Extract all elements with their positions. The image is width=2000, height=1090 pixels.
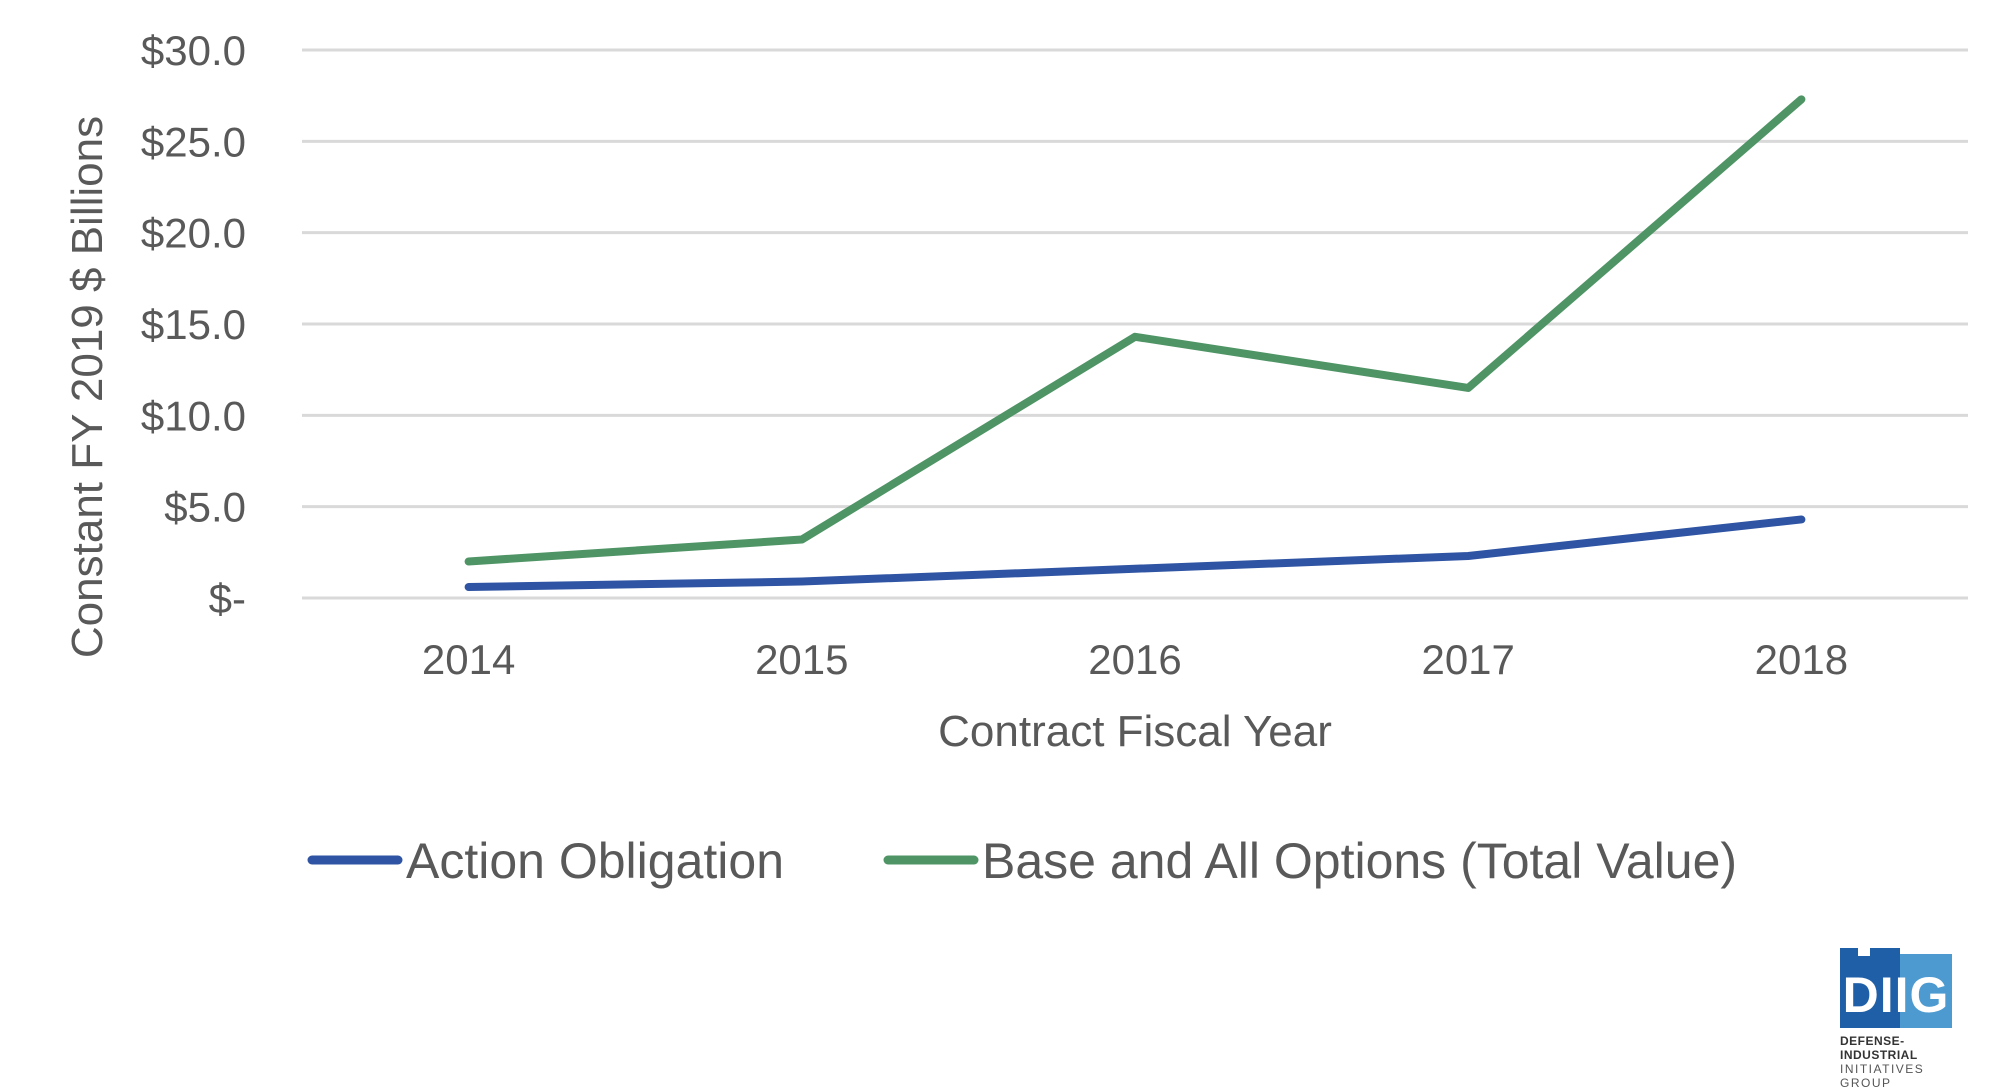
gridlines [302,48,1968,600]
logo-mark: DIIG [1840,948,1952,1028]
x-tick-label: 2016 [1088,636,1181,683]
series-line-1 [464,515,1806,592]
x-tick-label: 2014 [422,636,515,683]
y-tick-label: $20.0 [141,210,246,257]
y-tick-label: $- [209,575,246,622]
logo-shape [1840,948,1952,1028]
x-axis-title: Contract Fiscal Year [938,707,1332,756]
y-tick-label: $10.0 [141,392,246,439]
logo-line1: DEFENSE-INDUSTRIAL [1840,1034,1918,1062]
y-tick-label: $30.0 [141,27,246,74]
logo-word: DIIG [1842,967,1950,1023]
logo-line2: INITIATIVES GROUP [1840,1062,1925,1090]
y-tick-label: $15.0 [141,301,246,348]
x-tick-label: 2017 [1421,636,1514,683]
y-tick-label: $5.0 [164,484,246,531]
diig-logo: DIIG DEFENSE-INDUSTRIAL INITIATIVES GROU… [1840,948,1970,1090]
y-axis-title: Constant FY 2019 $ Billions [63,116,112,658]
legend-label: Base and All Options (Total Value) [982,833,1737,889]
y-tick-label: $25.0 [141,118,246,165]
x-tick-label: 2018 [1755,636,1848,683]
x-tick-label: 2015 [755,636,848,683]
series-line-2 [464,95,1806,566]
legend-label: Action Obligation [406,833,784,889]
y-tick-labels: $- $5.0 $10.0 $15.0 $20.0 $25.0 $30.0 [141,27,246,622]
legend: Action Obligation Base and All Options (T… [307,833,1737,889]
x-tick-labels: 2014 2015 2016 2017 2018 [422,636,1848,683]
series-lines [464,95,1806,592]
